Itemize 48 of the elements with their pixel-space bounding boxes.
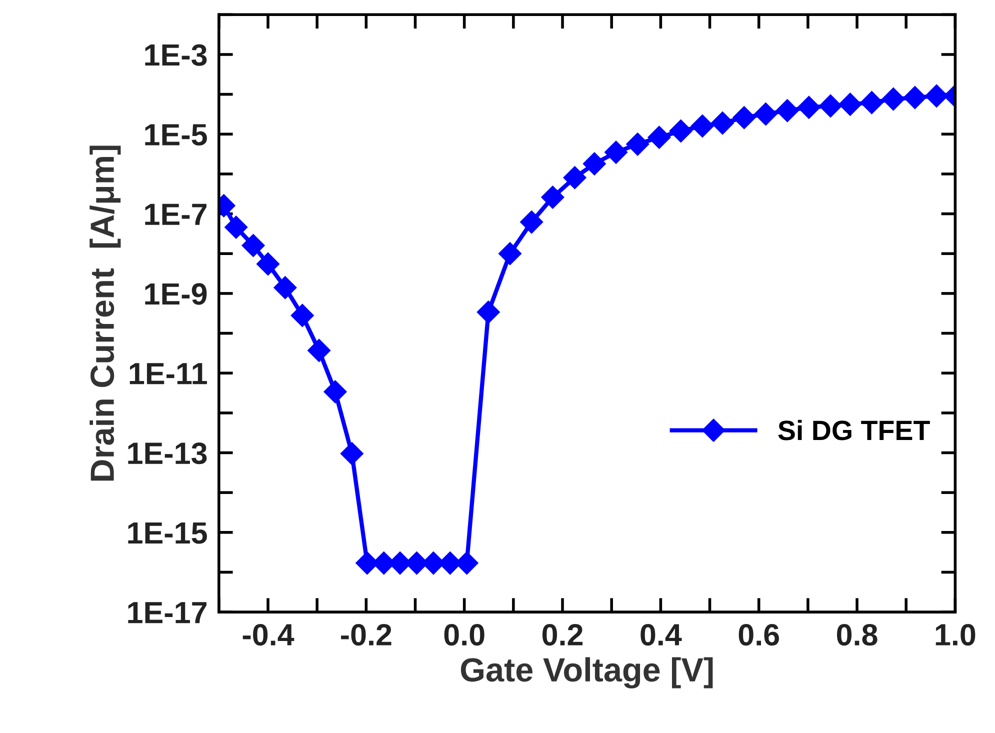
point: [308, 338, 331, 362]
y-tick-label: 1E-7: [145, 204, 206, 225]
y-tick-label: 1E-11: [130, 363, 207, 384]
point: [498, 242, 522, 266]
y-tick-label: 1E-13: [128, 442, 207, 464]
x-tick-label: 1.0: [936, 624, 976, 646]
point: [648, 126, 671, 149]
x-tick-label: 0.0: [444, 624, 484, 646]
point: [797, 96, 820, 119]
point: [903, 86, 926, 110]
point: [669, 119, 692, 142]
point: [340, 442, 364, 466]
y-tick-label: 1E-15: [128, 522, 207, 544]
point: [563, 166, 586, 190]
point: [776, 99, 799, 122]
y-tick-label: 1E-3: [145, 44, 207, 66]
point: [224, 216, 248, 239]
x-tick-label: -0.2: [341, 624, 392, 646]
x-tick-label: 0.6: [738, 624, 779, 646]
legend-label: Si DG TFET: [778, 420, 930, 440]
point: [274, 276, 297, 300]
point: [860, 91, 884, 114]
point: [290, 304, 314, 327]
point: [242, 234, 265, 257]
point: [520, 210, 544, 234]
x-tick-label: 0.4: [640, 624, 682, 646]
x-tick-label: -0.4: [242, 624, 294, 646]
point: [754, 102, 778, 126]
y-tick-label: 1E-9: [145, 283, 207, 305]
y-tick-label: 1E-17: [128, 602, 206, 624]
point: [819, 94, 842, 118]
x-tick-label: 0.2: [542, 624, 583, 646]
point: [882, 88, 905, 111]
y-tick-label: 1E-5: [145, 124, 207, 146]
point: [476, 300, 500, 324]
point: [626, 132, 650, 156]
point: [690, 114, 714, 138]
point: [541, 186, 564, 209]
point: [732, 106, 756, 130]
point: [324, 380, 347, 404]
x-axis-title: Gate Voltage [V]: [460, 657, 713, 688]
x-tick-label: 0.8: [837, 624, 878, 646]
point: [711, 112, 734, 135]
point: [582, 152, 606, 176]
point: [604, 140, 628, 164]
point: [256, 252, 280, 276]
point: [838, 92, 862, 116]
y-axis-title: Drain Current [A/μm]: [90, 146, 121, 481]
